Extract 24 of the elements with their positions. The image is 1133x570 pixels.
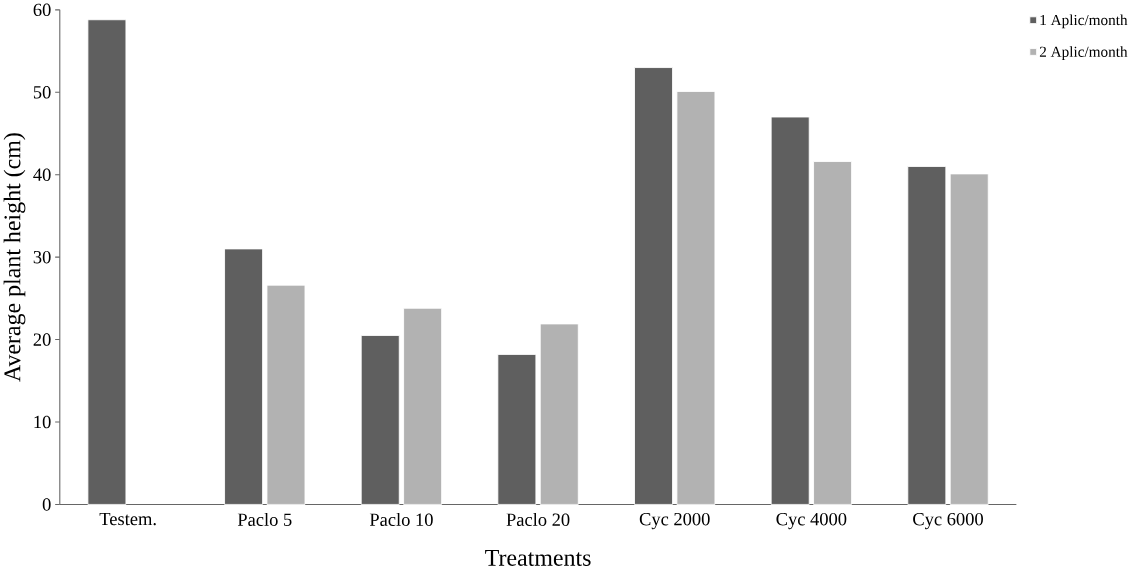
bar [676,91,716,506]
x-tick-label: Cyc 6000 [913,513,983,530]
y-axis-title: Average plant height (cm) [3,133,26,383]
x-axis-title: Treatments [485,550,591,567]
y-tick-label: 30 [33,251,51,264]
bar [949,173,989,506]
legend-label: 2 Aplic/month [1039,46,1128,61]
x-tick-label: Testem. [99,513,156,526]
bar [266,284,306,506]
y-tick-label: 10 [34,416,51,429]
x-tick-label: Cyc 2000 [639,513,710,530]
y-tick-label: 60 [33,3,51,17]
bar [813,161,853,506]
x-tick-label: Paclo 5 [237,513,292,527]
legend-label: 1 Aplic/month [1040,14,1128,29]
bar [539,323,579,506]
y-tick-label: 50 [33,86,51,99]
y-tick-label: 0 [42,498,51,511]
bar [403,308,443,506]
x-tick-label: Paclo 10 [369,513,433,527]
x-tick-label: Paclo 20 [506,513,570,527]
y-tick-label: 40 [33,168,51,182]
x-tick-label: Cyc 4000 [776,513,847,530]
y-tick-label: 20 [33,333,51,347]
